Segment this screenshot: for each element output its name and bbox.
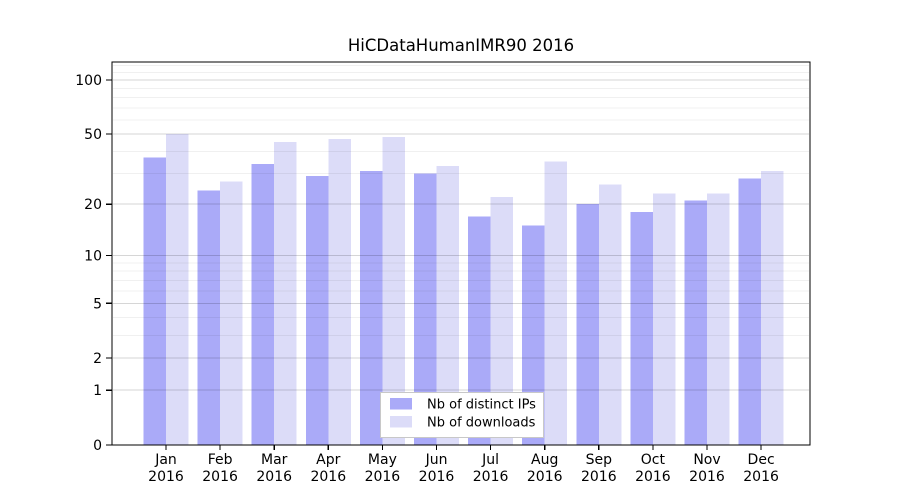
legend-label-distinct-ips: Nb of distinct IPs [427, 398, 536, 413]
gridlines-group [113, 65, 809, 391]
bar-downloads-dec [761, 170, 784, 445]
legend-swatch-downloads [390, 416, 412, 428]
bar-distinct-ips-mar [251, 163, 275, 446]
y-tick-label: 20 [84, 197, 102, 213]
bar-distinct-ips-feb [197, 190, 221, 445]
y-tick-label: 10 [84, 248, 102, 264]
axes-group: 0125102050100Jan2016Feb2016Mar2016Apr201… [75, 73, 779, 485]
bar-distinct-ips-sep [576, 204, 599, 445]
x-tick-label-year: 2016 [743, 469, 779, 485]
x-tick-label-month: Mar [261, 452, 288, 468]
bar-distinct-ips-jan [143, 157, 166, 446]
bar-distinct-ips-aug [522, 225, 545, 445]
bar-distinct-ips-dec [738, 178, 762, 445]
chart-title: HiCDataHumanIMR90 2016 [348, 36, 574, 55]
y-tick-label: 1 [93, 383, 102, 399]
legend-label-downloads: Nb of downloads [427, 416, 536, 431]
x-tick-label-year: 2016 [365, 469, 401, 485]
x-tick-label-year: 2016 [581, 469, 617, 485]
x-tick-label-month: Jul [481, 452, 499, 468]
x-tick-label-year: 2016 [635, 469, 671, 485]
x-tick-label-month: Oct [641, 452, 666, 468]
bar-downloads-may [382, 137, 405, 445]
bar-downloads-sep [598, 184, 622, 446]
y-tick-label: 50 [84, 127, 102, 143]
x-tick-label-month: Aug [531, 452, 558, 468]
plot-border [111, 61, 811, 446]
x-tick-label-year: 2016 [473, 469, 509, 485]
x-tick-label-year: 2016 [527, 469, 563, 485]
bar-downloads-nov [707, 193, 730, 445]
x-tick-label-month: May [368, 452, 397, 468]
bar-distinct-ips-nov [684, 200, 707, 445]
x-tick-label-year: 2016 [689, 469, 725, 485]
bar-downloads-jun [436, 166, 459, 445]
bar-downloads-aug [544, 161, 568, 445]
x-tick-label-month: Jan [154, 452, 177, 468]
bar-downloads-oct [652, 193, 676, 445]
bar-downloads-jan [166, 134, 189, 445]
x-tick-label-month: Jun [425, 452, 448, 468]
x-tick-label-month: Sep [586, 452, 613, 468]
y-tick-label: 0 [93, 438, 102, 454]
legend: Nb of distinct IPs Nb of downloads [380, 392, 544, 438]
legend-swatch-distinct-ips [390, 398, 412, 410]
bar-distinct-ips-jul [468, 216, 491, 445]
bar-distinct-ips-oct [630, 212, 653, 445]
bar-distinct-ips-may [359, 170, 383, 445]
y-tick-label: 2 [93, 351, 102, 367]
x-tick-label-month: Nov [693, 452, 720, 468]
x-tick-label-month: Feb [208, 452, 233, 468]
y-tick-label: 100 [75, 73, 102, 89]
bar-downloads-feb [220, 181, 243, 445]
x-tick-label-year: 2016 [310, 469, 346, 485]
y-tick-label: 5 [93, 296, 102, 312]
x-tick-label-month: Apr [316, 452, 340, 468]
bars-group [143, 134, 784, 446]
x-tick-label-month: Dec [748, 452, 775, 468]
x-tick-label-year: 2016 [419, 469, 455, 485]
bar-distinct-ips-jun [414, 173, 437, 445]
bar-downloads-mar [274, 142, 297, 445]
x-tick-label-year: 2016 [148, 469, 184, 485]
bar-distinct-ips-apr [305, 176, 329, 445]
bar-downloads-apr [328, 138, 351, 446]
x-tick-label-year: 2016 [202, 469, 238, 485]
bar-downloads-jul [490, 197, 514, 445]
x-tick-label-year: 2016 [256, 469, 292, 485]
